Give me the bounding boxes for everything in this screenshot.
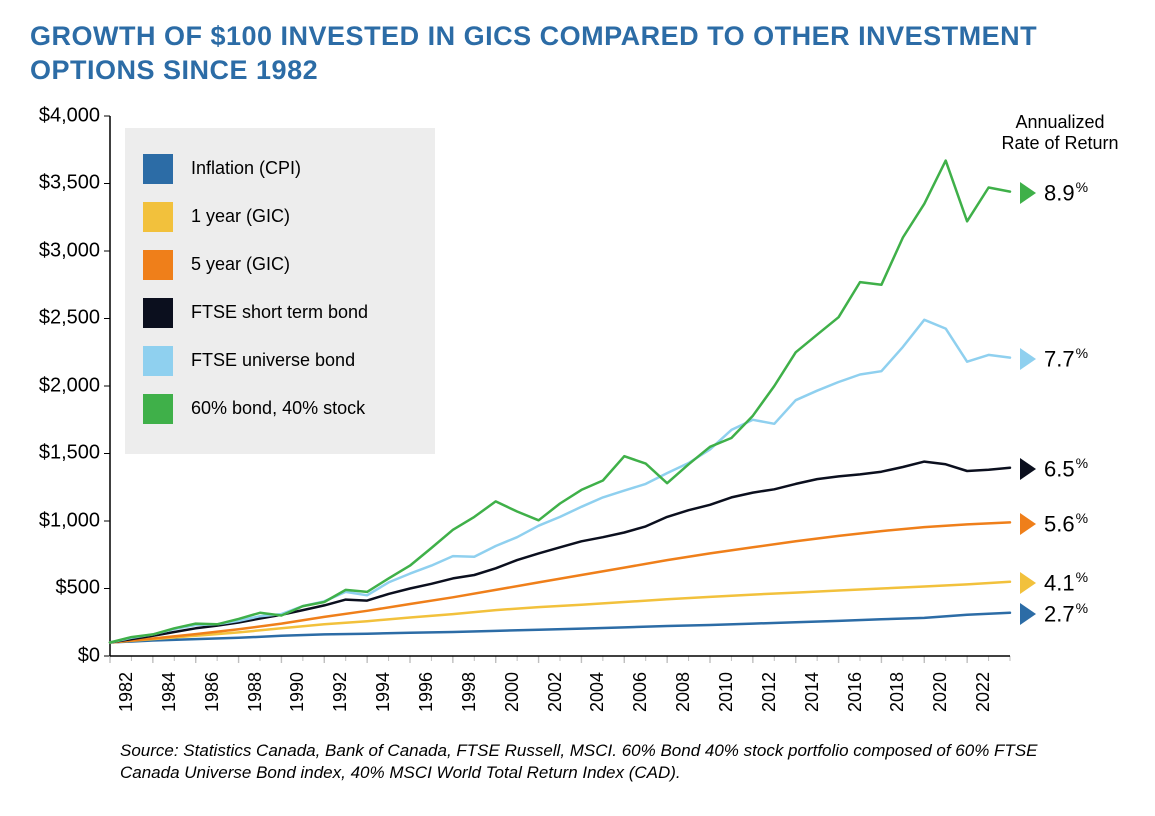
x-axis-label: 2018: [887, 671, 908, 711]
x-axis-label: 2002: [545, 671, 566, 711]
x-axis-label: 2016: [845, 671, 866, 711]
x-axis-label: 1984: [159, 671, 180, 711]
series-line-ftse_short: [110, 461, 1010, 642]
legend-swatch: [143, 394, 173, 424]
y-axis-label: $0: [30, 644, 100, 667]
chart-container: Inflation (CPI) 1 year (GIC) 5 year (GIC) F…: [30, 106, 1125, 726]
y-axis-label: $3,000: [30, 239, 100, 262]
x-axis-label: 2004: [587, 671, 608, 711]
x-axis-label: 1988: [245, 671, 266, 711]
y-axis-label: $3,500: [30, 172, 100, 195]
legend-label: FTSE universe bond: [191, 350, 355, 371]
y-axis-label: $1,000: [30, 509, 100, 532]
y-axis-label: $4,000: [30, 104, 100, 127]
rate-annot-ftse_univ: 7.7%: [1020, 345, 1088, 372]
rate-annot-bond_stock: 8.9%: [1020, 179, 1088, 206]
legend-item-gic1: 1 year (GIC): [143, 202, 413, 232]
series-line-gic5: [110, 522, 1010, 642]
legend-label: 60% bond, 40% stock: [191, 398, 365, 419]
x-axis-label: 1990: [287, 671, 308, 711]
triangle-icon: [1020, 348, 1036, 370]
x-axis-label: 2010: [716, 671, 737, 711]
y-axis-label: $1,500: [30, 442, 100, 465]
rate-annot-gic1: 4.1%: [1020, 569, 1088, 596]
series-line-gic1: [110, 581, 1010, 642]
legend-swatch: [143, 154, 173, 184]
legend-label: FTSE short term bond: [191, 302, 368, 323]
rate-value: 5.6%: [1044, 510, 1088, 537]
x-axis-label: 2006: [630, 671, 651, 711]
triangle-icon: [1020, 182, 1036, 204]
rate-annot-inflation: 2.7%: [1020, 600, 1088, 627]
x-axis-label: 1992: [330, 671, 351, 711]
y-axis-label: $2,500: [30, 307, 100, 330]
legend-label: 1 year (GIC): [191, 206, 290, 227]
rate-annot-ftse_short: 6.5%: [1020, 455, 1088, 482]
chart-title: GROWTH OF $100 INVESTED IN GICS COMPARED…: [30, 20, 1125, 88]
rate-return-title: AnnualizedRate of Return: [1000, 112, 1120, 155]
y-axis-label: $2,000: [30, 374, 100, 397]
rate-value: 8.9%: [1044, 179, 1088, 206]
x-axis-label: 2012: [759, 671, 780, 711]
x-axis-label: 1986: [202, 671, 223, 711]
rate-annot-gic5: 5.6%: [1020, 510, 1088, 537]
x-axis-label: 2022: [973, 671, 994, 711]
x-axis-label: 1982: [116, 671, 137, 711]
rate-value: 7.7%: [1044, 345, 1088, 372]
rate-value: 6.5%: [1044, 455, 1088, 482]
triangle-icon: [1020, 603, 1036, 625]
x-axis-label: 1994: [373, 671, 394, 711]
legend-item-gic5: 5 year (GIC): [143, 250, 413, 280]
triangle-icon: [1020, 572, 1036, 594]
legend-item-inflation: Inflation (CPI): [143, 154, 413, 184]
triangle-icon: [1020, 513, 1036, 535]
x-axis-label: 1996: [416, 671, 437, 711]
legend-label: Inflation (CPI): [191, 158, 301, 179]
source-note: Source: Statistics Canada, Bank of Canad…: [120, 740, 1070, 786]
legend-swatch: [143, 346, 173, 376]
rate-value: 4.1%: [1044, 569, 1088, 596]
legend-item-ftse_univ: FTSE universe bond: [143, 346, 413, 376]
legend-item-ftse_short: FTSE short term bond: [143, 298, 413, 328]
x-axis-label: 2008: [673, 671, 694, 711]
x-axis-label: 2000: [502, 671, 523, 711]
legend-swatch: [143, 250, 173, 280]
legend-label: 5 year (GIC): [191, 254, 290, 275]
x-axis-label: 2014: [802, 671, 823, 711]
triangle-icon: [1020, 458, 1036, 480]
y-axis-label: $500: [30, 577, 100, 600]
x-axis-label: 2020: [930, 671, 951, 711]
legend-swatch: [143, 202, 173, 232]
legend-swatch: [143, 298, 173, 328]
rate-value: 2.7%: [1044, 600, 1088, 627]
legend-box: Inflation (CPI) 1 year (GIC) 5 year (GIC) F…: [125, 128, 435, 454]
legend-item-bond_stock: 60% bond, 40% stock: [143, 394, 413, 424]
x-axis-label: 1998: [459, 671, 480, 711]
